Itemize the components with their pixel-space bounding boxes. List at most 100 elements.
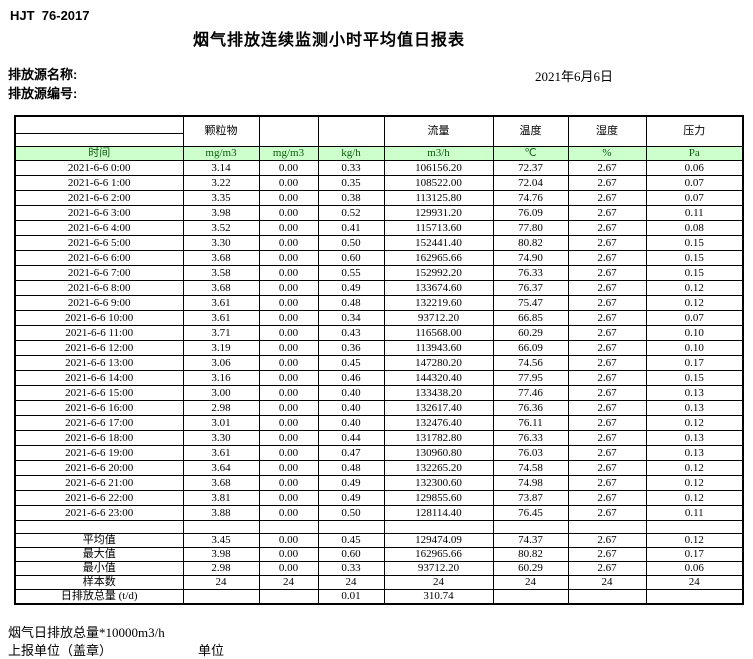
table-row: 2021-6-6 18:00 3.30 0.00 0.44 131782.80 76.33… <box>14 430 744 446</box>
row-label-cell: 2021-6-6 5:00 <box>14 235 184 251</box>
value-cell: 0.12 <box>645 460 744 476</box>
value-cell: 0.35 <box>317 175 385 191</box>
row-label-cell: 2021-6-6 23:00 <box>14 505 184 521</box>
value-cell: 2.67 <box>567 505 647 521</box>
value-cell: 0.00 <box>258 415 319 431</box>
row-label-cell: 2021-6-6 11:00 <box>14 325 184 341</box>
value-cell: 0.00 <box>258 310 319 326</box>
value-cell: 0.40 <box>317 400 385 416</box>
value-cell: 2.67 <box>567 325 647 341</box>
value-cell: 0.45 <box>317 533 385 548</box>
value-cell: 3.68 <box>182 280 260 296</box>
value-cell: 3.52 <box>182 220 260 236</box>
value-cell: 77.95 <box>492 370 569 386</box>
time-header-top-cell <box>14 115 184 134</box>
value-cell: 3.14 <box>182 160 260 176</box>
value-cell: 0.15 <box>645 370 744 386</box>
value-cell: 130960.80 <box>383 445 494 461</box>
row-label-cell: 2021-6-6 3:00 <box>14 205 184 221</box>
value-cell: 2.67 <box>567 250 647 266</box>
value-cell: 3.68 <box>182 475 260 491</box>
value-cell: 0.50 <box>317 505 385 521</box>
table-row: 2021-6-6 8:00 3.68 0.00 0.49 133674.60 76.37 2… <box>14 280 744 296</box>
value-cell: 0.00 <box>258 385 319 401</box>
table-row: 2021-6-6 14:00 3.16 0.00 0.46 144320.40 77.95… <box>14 370 744 386</box>
row-label-cell: 2021-6-6 9:00 <box>14 295 184 311</box>
value-cell: 2.67 <box>567 295 647 311</box>
value-cell: 0.00 <box>258 490 319 506</box>
row-label-cell: 2021-6-6 22:00 <box>14 490 184 506</box>
value-cell: 0.15 <box>645 265 744 281</box>
table-row: 2021-6-6 1:00 3.22 0.00 0.35 108522.00 72.04 2… <box>14 175 744 191</box>
value-cell: 0.10 <box>645 325 744 341</box>
table-row: 2021-6-6 6:00 3.68 0.00 0.60 162965.66 74.90 2… <box>14 250 744 266</box>
row-label-cell: 2021-6-6 16:00 <box>14 400 184 416</box>
value-cell: 76.45 <box>492 505 569 521</box>
table-row: 2021-6-6 2:00 3.35 0.00 0.38 113125.80 74.76 2… <box>14 190 744 206</box>
value-cell: 3.16 <box>182 370 260 386</box>
value-cell <box>645 589 744 605</box>
value-cell: 60.29 <box>492 325 569 341</box>
value-cell: 0.01 <box>317 589 385 605</box>
row-label-cell: 最大值 <box>14 547 184 562</box>
row-label-cell: 2021-6-6 10:00 <box>14 310 184 326</box>
row-label-cell: 2021-6-6 0:00 <box>14 160 184 176</box>
value-cell: 0.00 <box>258 460 319 476</box>
value-cell: 0.52 <box>317 205 385 221</box>
value-cell <box>567 589 647 605</box>
table-row: 2021-6-6 9:00 3.61 0.00 0.48 132219.60 75.47 2… <box>14 295 744 311</box>
table-row: 2021-6-6 0:00 3.14 0.00 0.33 106156.20 72.37 2… <box>14 160 744 176</box>
value-cell: 133438.20 <box>383 385 494 401</box>
table-row: 平均值 3.45 0.00 0.45 129474.09 74.37 2.67 0.12 <box>14 533 744 548</box>
unit-label: 单位 <box>198 643 225 658</box>
value-cell: 113943.60 <box>383 340 494 356</box>
row-label-cell: 2021-6-6 15:00 <box>14 385 184 401</box>
col-header-particulate: 颗粒物 <box>182 115 260 147</box>
value-cell: 132300.60 <box>383 475 494 491</box>
value-cell: 74.98 <box>492 475 569 491</box>
value-cell: 93712.20 <box>383 561 494 576</box>
value-cell: 72.04 <box>492 175 569 191</box>
value-cell: 93712.20 <box>383 310 494 326</box>
value-cell: 0.49 <box>317 490 385 506</box>
value-cell: 2.67 <box>567 475 647 491</box>
value-cell: 2.67 <box>567 415 647 431</box>
value-cell: 0.00 <box>258 205 319 221</box>
value-cell: 0.50 <box>317 235 385 251</box>
value-cell: 74.37 <box>492 533 569 548</box>
row-label-cell: 2021-6-6 14:00 <box>14 370 184 386</box>
value-cell: 76.36 <box>492 400 569 416</box>
row-label-cell: 平均值 <box>14 533 184 548</box>
value-cell: 24 <box>567 575 647 590</box>
table-row: 2021-6-6 11:00 3.71 0.00 0.43 116568.00 60.29… <box>14 325 744 341</box>
value-cell: 24 <box>317 575 385 590</box>
value-cell: 0.17 <box>645 547 744 562</box>
monitoring-table: 颗粒物 流量 温度 湿度 压力 时间 mg/m3 mg/m3 kg/h m3/h… <box>14 115 744 605</box>
value-cell: 0.00 <box>258 445 319 461</box>
row-label-cell: 样本数 <box>14 575 184 590</box>
value-cell: 3.88 <box>182 505 260 521</box>
value-cell: 0.60 <box>317 250 385 266</box>
row-label-cell: 2021-6-6 19:00 <box>14 445 184 461</box>
value-cell: 0.13 <box>645 400 744 416</box>
value-cell: 3.98 <box>182 547 260 562</box>
value-cell: 0.12 <box>645 490 744 506</box>
value-cell: 0.00 <box>258 265 319 281</box>
group-header-row: 颗粒物 流量 温度 湿度 压力 <box>14 115 744 147</box>
table-row: 2021-6-6 20:00 3.64 0.00 0.48 132265.20 74.58… <box>14 460 744 476</box>
unit-m3h: m3/h <box>383 146 494 161</box>
value-cell: 0.43 <box>317 325 385 341</box>
value-cell: 2.67 <box>567 340 647 356</box>
table-row: 样本数 24 24 24 24 24 24 24 <box>14 575 744 590</box>
value-cell: 144320.40 <box>383 370 494 386</box>
time-column-label: 时间 <box>14 146 184 161</box>
value-cell: 74.76 <box>492 190 569 206</box>
report-date: 2021年6月6日 <box>535 69 614 84</box>
value-cell: 76.33 <box>492 265 569 281</box>
value-cell: 0.00 <box>258 235 319 251</box>
value-cell: 0.12 <box>645 415 744 431</box>
value-cell: 76.03 <box>492 445 569 461</box>
value-cell: 0.00 <box>258 280 319 296</box>
value-cell: 3.58 <box>182 265 260 281</box>
